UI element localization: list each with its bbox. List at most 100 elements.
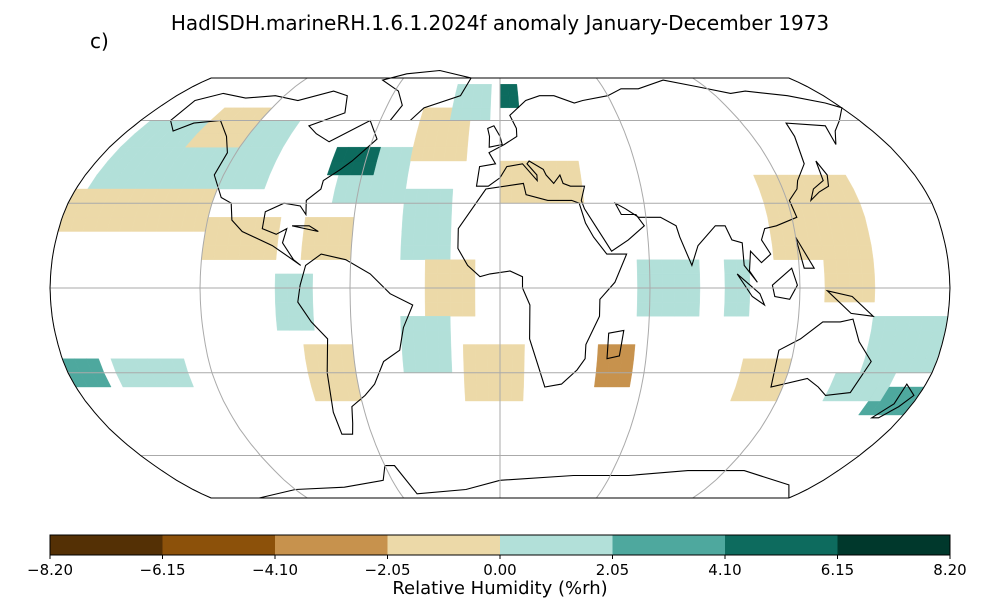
anomaly-cell <box>254 217 270 232</box>
anomaly-cell <box>400 245 414 260</box>
anomaly-cell <box>438 203 453 218</box>
anomaly-cell <box>510 160 524 176</box>
anomaly-cell <box>649 259 663 275</box>
anomaly-cell <box>454 147 468 162</box>
anomaly-cell <box>437 259 451 275</box>
anomaly-cell <box>511 344 525 359</box>
anomaly-cell <box>213 245 229 260</box>
anomaly-cell <box>462 273 476 289</box>
anomaly-cell <box>274 287 289 303</box>
anomaly-cell <box>511 386 524 402</box>
colorbar-segment <box>387 535 501 555</box>
anomaly-cell <box>315 217 330 232</box>
anomaly-cell <box>424 301 439 317</box>
anomaly-cell <box>736 301 750 317</box>
coastline-sumatra <box>736 273 766 307</box>
anomaly-cell <box>769 231 785 246</box>
figure-title: HadISDH.marineRH.1.6.1.2024f anomaly Jan… <box>171 11 829 35</box>
anomaly-cell <box>836 273 851 289</box>
anomaly-cell <box>487 344 501 359</box>
coastline-australia <box>770 318 872 396</box>
anomaly-cell <box>426 344 440 359</box>
anomaly-cell <box>476 386 489 402</box>
anomaly-cell <box>883 316 899 331</box>
colorbar-tick-label: 0.00 <box>483 561 516 579</box>
anomaly-cell <box>424 273 438 289</box>
anomaly-cell <box>772 245 787 260</box>
anomaly-cell <box>415 188 430 204</box>
anomaly-cell <box>412 245 427 260</box>
colorbar-segment <box>275 535 388 555</box>
coastline-borneo <box>771 267 798 300</box>
anomaly-cell <box>425 231 439 246</box>
colorbar-tick-label: −8.20 <box>27 561 73 579</box>
anomaly-cell <box>481 84 492 96</box>
coastline-cuba <box>291 225 319 233</box>
anomaly-cell <box>544 160 558 176</box>
anomaly-cell <box>855 231 872 246</box>
anomaly-cell <box>649 273 663 289</box>
colorbar: −8.20 −6.15 −4.10 −2.05 0.00 2.05 4.10 6.15 8.20 <box>27 534 967 579</box>
anomaly-cell <box>895 316 911 331</box>
anomaly-cell <box>469 107 482 121</box>
anomaly-cell <box>425 245 439 260</box>
anomaly-cell <box>275 301 289 317</box>
colorbar-tick-label: 4.10 <box>708 561 741 579</box>
anomaly-cell <box>686 273 701 289</box>
colorbar-segment <box>837 535 951 555</box>
anomaly-cell <box>499 372 513 388</box>
anomaly-cell <box>463 372 477 388</box>
anomaly-cell <box>327 217 343 232</box>
coastlines <box>169 69 915 499</box>
anomaly-cell <box>424 259 439 275</box>
anomaly-cell <box>661 301 676 317</box>
anomaly-cell <box>437 301 451 317</box>
anomaly-cell <box>662 273 676 289</box>
coastline-philippines <box>795 236 816 269</box>
colorbar-tick-label: −6.15 <box>140 561 186 579</box>
colorbar-tick-label: −4.10 <box>252 561 298 579</box>
anomaly-cell <box>472 84 484 96</box>
anomaly-cell <box>337 245 352 260</box>
anomaly-cell <box>499 84 510 96</box>
anomaly-cell <box>499 188 513 204</box>
anomaly-cell <box>401 217 416 232</box>
anomaly-cell <box>439 188 454 204</box>
anomaly-cell <box>413 330 427 345</box>
anomaly-cell <box>241 217 258 232</box>
anomaly-cell <box>303 344 318 359</box>
anomaly-cell <box>449 273 463 289</box>
anomaly-cell <box>736 259 750 275</box>
panel-label: c) <box>90 29 109 53</box>
anomaly-cell <box>673 259 688 275</box>
anomaly-cell <box>402 203 417 218</box>
anomaly-cell <box>499 358 513 373</box>
anomaly-cell <box>462 301 476 317</box>
anomaly-cell <box>300 245 315 260</box>
colorbar-segment <box>500 535 613 555</box>
anomaly-cell <box>338 231 353 246</box>
anomaly-cell <box>413 231 427 246</box>
anomaly-cell <box>266 217 282 232</box>
colorbar-label: Relative Humidity (%rh) <box>392 578 607 599</box>
anomaly-cell <box>449 301 463 317</box>
anomaly-cell <box>860 259 875 275</box>
anomaly-cell <box>674 273 688 289</box>
anomaly-cell <box>908 316 924 331</box>
anomaly-cell <box>252 231 267 246</box>
anomaly-cell <box>426 217 440 232</box>
anomaly-cell <box>594 372 609 388</box>
anomaly-cell <box>621 344 636 359</box>
coastline-south-america <box>297 253 414 435</box>
anomaly-cell <box>425 330 439 345</box>
anomaly-cell <box>661 259 676 275</box>
anomaly-cell <box>637 273 651 289</box>
colorbar-tick-label: −2.05 <box>365 561 411 579</box>
anomaly-cell <box>686 301 700 317</box>
coastline-eurasia <box>475 79 843 283</box>
coastline-africa <box>457 182 628 388</box>
anomaly-cell <box>637 287 651 303</box>
anomaly-cell <box>686 287 701 303</box>
anomaly-cell <box>546 188 561 204</box>
anomaly-cell <box>425 316 439 331</box>
